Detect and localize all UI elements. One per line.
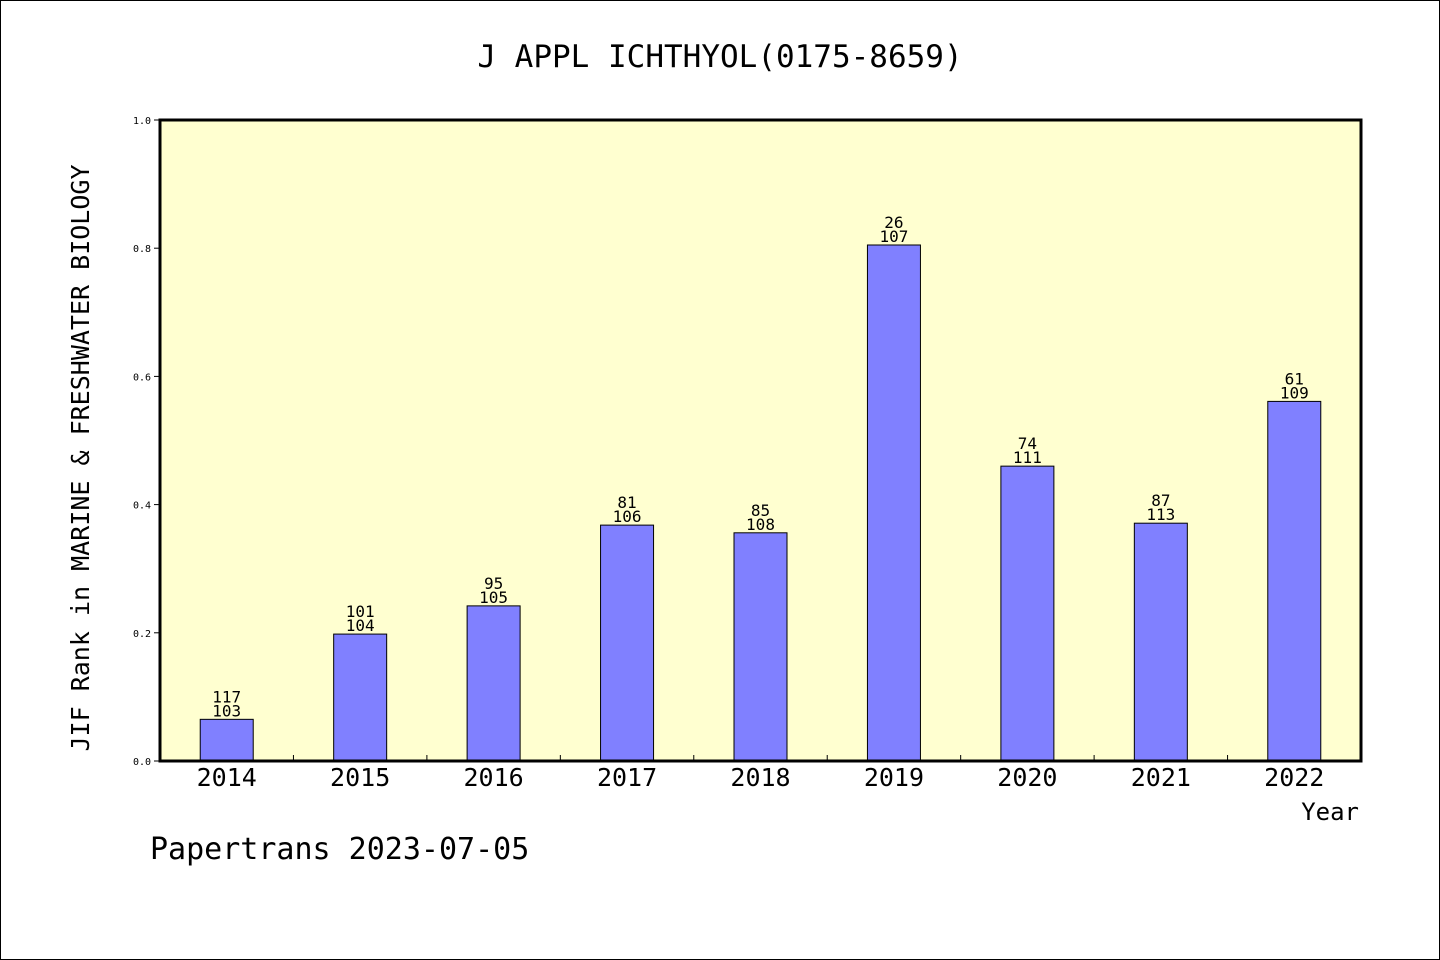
rank-label: 61 <box>1285 369 1304 388</box>
rank-label: 26 <box>884 213 903 232</box>
bar-2019 <box>866 244 921 762</box>
y-tick-label: 1.0 <box>133 116 151 127</box>
rank-label: 117 <box>212 687 241 706</box>
bar-2018 <box>733 532 788 762</box>
rank-label: 95 <box>484 574 503 593</box>
rank-label: 101 <box>346 602 375 621</box>
x-tick-label: 2022 <box>1264 763 1324 792</box>
x-tick-label: 2018 <box>730 763 790 792</box>
y-tick-label: 0.2 <box>133 629 151 640</box>
rank-label: 85 <box>751 501 770 520</box>
bar-2016 <box>466 605 521 762</box>
total-label: 103 <box>212 701 241 720</box>
total-label: 107 <box>879 227 908 246</box>
total-label: 109 <box>1280 383 1309 402</box>
x-tick-label: 2017 <box>597 763 657 792</box>
y-axis-title: JIF Rank in MARINE & FRESHWATER BIOLOGY <box>66 165 95 752</box>
ticks-layer <box>154 118 1363 763</box>
bar-2022 <box>1267 400 1322 762</box>
total-label: 105 <box>479 588 508 607</box>
y-tick-label: 0.8 <box>133 244 151 255</box>
plot-border <box>158 118 1363 763</box>
y-tick-label: 0.0 <box>133 757 151 768</box>
x-tick-label: 2021 <box>1131 763 1191 792</box>
bar-2017 <box>600 524 655 762</box>
total-label: 104 <box>346 616 375 635</box>
x-tick-label: 2015 <box>330 763 390 792</box>
total-label: 108 <box>746 515 775 534</box>
x-tick-label: 2014 <box>197 763 257 792</box>
bar-2020 <box>1000 465 1055 762</box>
rank-label: 81 <box>617 493 636 512</box>
bar-2014 <box>199 718 254 762</box>
total-label: 111 <box>1013 448 1042 467</box>
x-tick-label: 2016 <box>464 763 524 792</box>
y-tick-label: 0.4 <box>133 501 151 512</box>
x-tick-label: 2020 <box>997 763 1057 792</box>
bar-2015 <box>333 633 388 762</box>
bar-2021 <box>1133 522 1188 762</box>
footer-credit: Papertrans 2023-07-05 <box>150 832 530 867</box>
chart-title: J APPL ICHTHYOL(0175-8659) <box>477 39 962 75</box>
total-label: 113 <box>1146 505 1175 524</box>
total-label: 106 <box>613 507 642 526</box>
x-axis-title: Year <box>1301 798 1359 826</box>
rank-label: 87 <box>1151 491 1170 510</box>
x-tick-label: 2019 <box>864 763 924 792</box>
y-tick-label: 0.6 <box>133 372 151 383</box>
rank-label: 74 <box>1018 434 1037 453</box>
